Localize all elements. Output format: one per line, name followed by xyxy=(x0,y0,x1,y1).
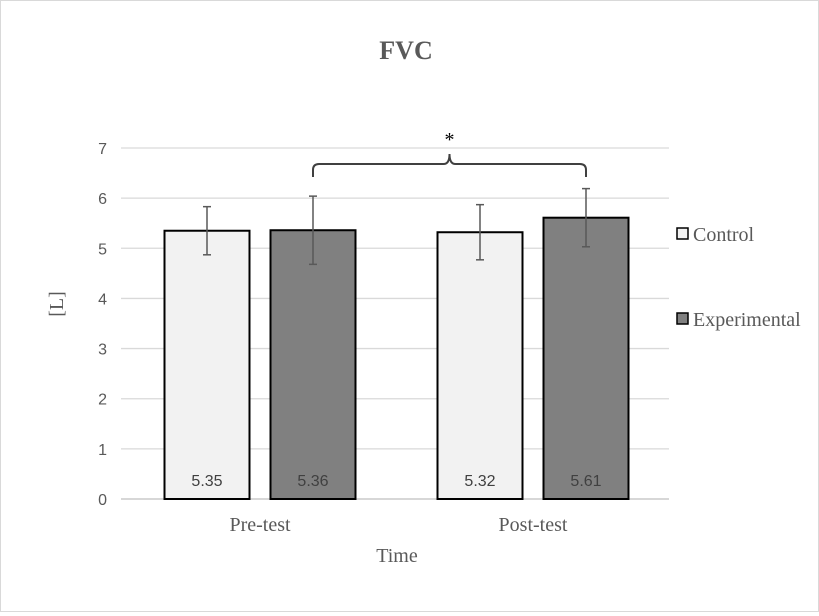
bar-experimental-post-test xyxy=(542,216,630,500)
y-tick-label: 7 xyxy=(98,141,107,158)
significance-bracket xyxy=(312,153,587,177)
legend-label-control: Control xyxy=(693,224,755,246)
y-tick-label: 3 xyxy=(98,342,107,359)
y-axis-ticks: 0 1 2 3 4 5 6 7 xyxy=(98,141,107,509)
legend: Control Experimental xyxy=(676,224,801,331)
y-tick-label: 5 xyxy=(98,241,107,258)
legend-swatch-control xyxy=(676,227,689,240)
data-label: 5.32 xyxy=(464,473,495,490)
data-label: 5.36 xyxy=(297,473,328,490)
legend-swatch-experimental xyxy=(676,312,689,325)
data-label: 5.35 xyxy=(191,473,222,490)
significance-marker: * xyxy=(445,129,455,151)
x-axis-label: Time xyxy=(376,545,418,567)
bar-control-pre-test xyxy=(163,229,251,500)
y-tick-label: 1 xyxy=(98,442,107,459)
y-tick-label: 6 xyxy=(98,191,107,208)
bar-experimental-pre-test xyxy=(269,229,357,500)
chart-title: FVC xyxy=(379,36,432,65)
x-tick-label: Post-test xyxy=(499,514,568,536)
y-tick-label: 4 xyxy=(98,291,107,308)
y-axis-label: [L] xyxy=(46,291,68,317)
y-tick-label: 0 xyxy=(98,492,107,509)
legend-label-experimental: Experimental xyxy=(693,309,801,331)
significance-annotation: * xyxy=(312,129,587,177)
y-tick-label: 2 xyxy=(98,392,107,409)
bars xyxy=(163,216,630,501)
x-axis-ticks: Pre-test Post-test xyxy=(229,514,567,536)
data-label: 5.61 xyxy=(570,473,601,490)
error-bars xyxy=(203,187,590,266)
data-labels: 5.35 5.32 5.36 5.61 xyxy=(191,473,601,490)
bar-control-post-test xyxy=(436,231,524,501)
x-tick-label: Pre-test xyxy=(229,514,291,536)
